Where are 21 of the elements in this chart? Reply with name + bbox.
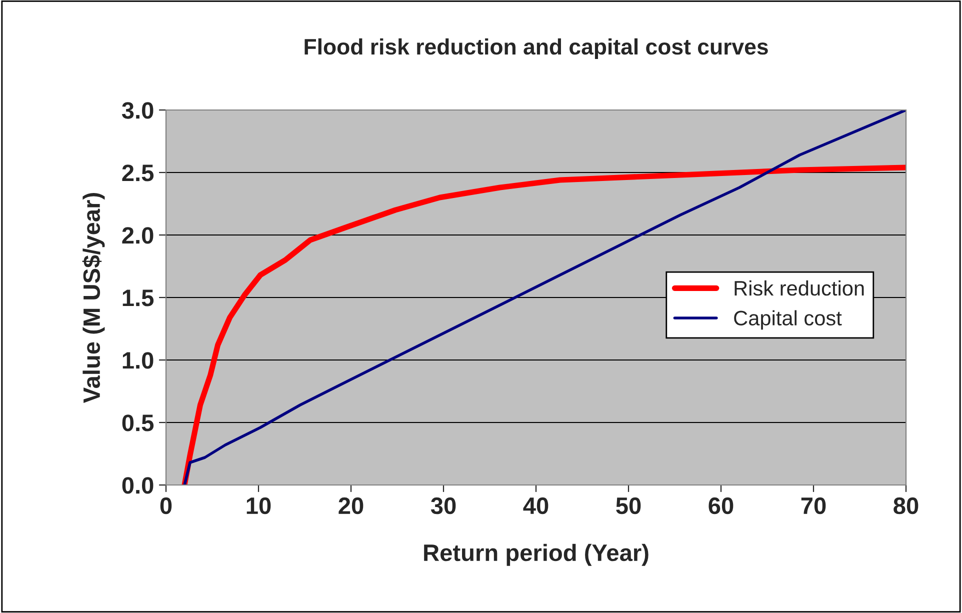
y-tick-label: 2.5 [122,164,154,182]
y-tick-label: 3.0 [122,102,154,119]
x-tick-label: 40 [523,497,548,514]
y-tick-label: 0.5 [122,414,154,432]
x-tick-label: 0 [160,497,172,514]
x-tick-label: 80 [894,497,918,514]
legend-label: Risk reduction [734,280,864,296]
x-tick-label: 10 [246,497,271,514]
x-axis-title: Return period (Year) [424,544,648,566]
y-tick-label: 0.0 [122,477,154,494]
legend-label: Capital cost [734,310,842,330]
y-axis-title: Value (M US$/year) [82,193,105,403]
y-tick-label: 2.0 [122,227,154,244]
chart-title: Flood risk reduction and capital cost curves [304,38,768,60]
x-tick-label: 70 [801,497,826,514]
x-tick-label: 30 [430,497,456,514]
y-tick-label: 1.5 [122,290,154,306]
x-tick-label: 50 [616,497,641,514]
x-tick-label: 20 [338,497,364,514]
x-tick-label: 60 [708,497,734,514]
y-tick-label: 1.0 [122,352,154,369]
